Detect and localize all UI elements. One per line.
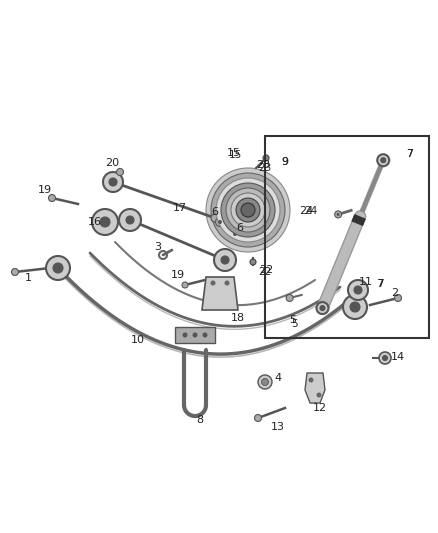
Circle shape [182, 282, 188, 288]
Circle shape [354, 286, 362, 294]
Text: 19: 19 [38, 185, 52, 195]
Text: 6: 6 [212, 207, 219, 217]
Text: 22: 22 [258, 267, 272, 277]
Text: 3: 3 [155, 242, 162, 252]
Circle shape [192, 333, 198, 337]
Circle shape [261, 378, 268, 385]
Polygon shape [305, 373, 325, 403]
Circle shape [230, 230, 240, 238]
Circle shape [379, 352, 391, 364]
Circle shape [221, 183, 275, 237]
Circle shape [221, 256, 229, 264]
Text: 7: 7 [406, 149, 413, 159]
Circle shape [226, 188, 270, 232]
Text: 11: 11 [359, 277, 373, 287]
Text: 18: 18 [231, 313, 245, 323]
Text: 9: 9 [282, 157, 289, 167]
Circle shape [103, 172, 123, 192]
Circle shape [395, 295, 402, 302]
Circle shape [254, 415, 261, 422]
Polygon shape [202, 277, 238, 310]
Text: 14: 14 [391, 352, 405, 362]
Text: 24: 24 [299, 206, 313, 216]
Text: 4: 4 [275, 373, 282, 383]
Text: 5: 5 [290, 315, 297, 325]
Text: 10: 10 [131, 335, 145, 345]
Circle shape [231, 193, 265, 227]
Circle shape [92, 209, 118, 235]
Circle shape [117, 168, 124, 175]
Circle shape [263, 155, 269, 161]
Circle shape [126, 216, 134, 224]
Text: 22: 22 [259, 265, 273, 275]
Circle shape [348, 280, 368, 300]
Circle shape [350, 302, 360, 312]
Circle shape [218, 220, 222, 224]
Circle shape [382, 356, 388, 360]
Circle shape [53, 263, 63, 273]
Circle shape [109, 178, 117, 186]
Circle shape [206, 168, 290, 252]
Circle shape [214, 249, 236, 271]
Circle shape [308, 377, 314, 383]
Bar [265, 136, 429, 338]
Circle shape [337, 213, 339, 216]
Text: 7: 7 [377, 279, 383, 289]
Bar [175, 327, 215, 343]
Circle shape [241, 203, 255, 217]
Text: 15: 15 [228, 150, 242, 160]
Circle shape [317, 392, 321, 398]
Text: 6: 6 [237, 223, 244, 233]
Circle shape [216, 178, 280, 242]
Circle shape [233, 232, 237, 236]
Circle shape [258, 375, 272, 389]
Circle shape [119, 209, 141, 231]
Circle shape [250, 259, 256, 265]
Circle shape [183, 333, 187, 337]
Circle shape [202, 333, 208, 337]
Text: 7: 7 [406, 149, 413, 159]
Text: 19: 19 [171, 270, 185, 280]
Circle shape [381, 158, 386, 163]
Text: 13: 13 [271, 422, 285, 432]
Text: 15: 15 [227, 148, 241, 158]
Circle shape [225, 280, 230, 286]
Text: 17: 17 [173, 203, 187, 213]
Text: 5: 5 [291, 319, 298, 329]
Circle shape [211, 214, 219, 222]
Text: 2: 2 [392, 288, 399, 298]
Text: 23: 23 [256, 160, 270, 170]
Text: 24: 24 [304, 206, 318, 216]
Circle shape [320, 305, 325, 311]
Circle shape [343, 295, 367, 319]
Text: 16: 16 [88, 217, 102, 227]
Text: 9: 9 [282, 157, 288, 167]
Text: 12: 12 [313, 403, 327, 413]
Circle shape [11, 269, 18, 276]
Circle shape [335, 211, 342, 218]
Text: 8: 8 [196, 415, 204, 425]
Circle shape [211, 173, 285, 247]
Circle shape [317, 302, 328, 314]
Circle shape [49, 195, 56, 201]
Text: 23: 23 [258, 163, 272, 173]
Circle shape [211, 280, 215, 286]
Text: 7: 7 [376, 279, 384, 289]
Circle shape [377, 154, 389, 166]
Text: 1: 1 [25, 273, 32, 283]
Circle shape [236, 198, 260, 222]
Circle shape [286, 294, 293, 302]
Circle shape [46, 256, 70, 280]
Text: 20: 20 [105, 158, 119, 168]
Circle shape [215, 217, 225, 227]
Circle shape [100, 217, 110, 227]
